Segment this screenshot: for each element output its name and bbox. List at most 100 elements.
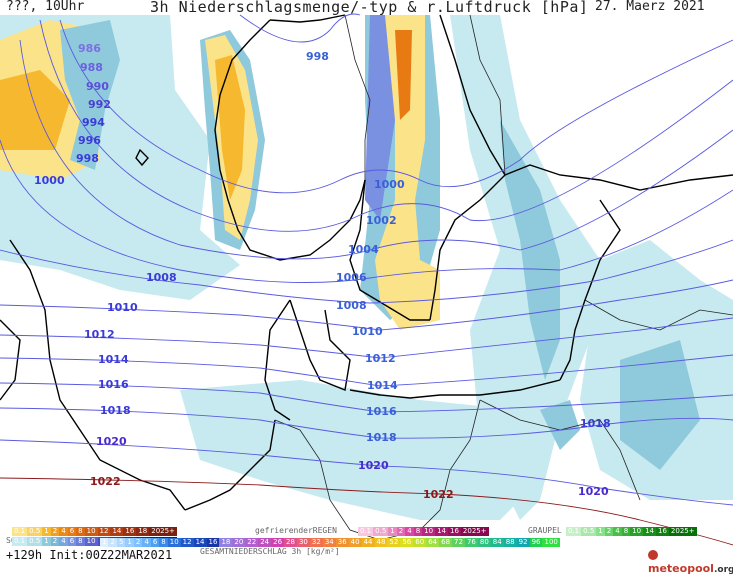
isobar-label: 1004	[348, 243, 379, 256]
legend-swatch: 4	[613, 527, 622, 536]
legend-swatch: 84	[490, 538, 504, 547]
legend-swatch: 92	[516, 538, 530, 547]
isobar-label: 1018	[580, 417, 611, 430]
legend-swatch: 76	[464, 538, 478, 547]
legend-swatch: 52	[387, 538, 401, 547]
legend-swatch: 16	[123, 527, 137, 536]
isobar-label: 994	[82, 116, 105, 129]
isobar-label: 998	[306, 50, 329, 63]
isobar-line-1018	[0, 407, 733, 439]
coastline-finland	[504, 164, 733, 191]
logo-suffix: .org	[713, 565, 733, 575]
header-run-time: ???, 10Uhr	[6, 0, 85, 14]
meteopool-logo: meteopool.org	[648, 549, 733, 575]
coastline-netherlands	[264, 299, 291, 421]
legend-swatch: 1	[388, 527, 397, 536]
coastline-denmark	[289, 299, 351, 391]
isobar-label: 1014	[367, 379, 398, 392]
border-baltic	[584, 299, 733, 331]
legend-swatch: 2	[604, 527, 614, 536]
legend-swatch: 2025+	[460, 527, 489, 536]
coastline-poland-germany	[349, 379, 561, 399]
legend-swatch: 1	[125, 538, 134, 547]
legend-swatch: 60	[413, 538, 427, 547]
legend-swatch: 0.1	[358, 527, 374, 536]
legend-swatch: 40	[348, 538, 362, 547]
legend-swatch: 4	[142, 538, 151, 547]
legend-swatch: 88	[503, 538, 517, 547]
legend-swatch: 8	[413, 527, 423, 536]
legend-swatch: 5	[116, 538, 126, 547]
legend-swatch: 10	[422, 527, 436, 536]
legend-swatch: 0.5	[581, 527, 597, 536]
legend-swatch: 2	[50, 527, 60, 536]
legend-swatch: 14	[643, 527, 656, 536]
legend-swatch: 4	[59, 527, 68, 536]
legend-swatch: 0.1	[12, 527, 28, 536]
legend-swatch: 100	[542, 538, 560, 547]
legend-swatch: 14	[110, 527, 124, 536]
legend-swatch: 10	[630, 527, 644, 536]
legend-swatch: 6	[150, 538, 160, 547]
isobar-label: 1008	[146, 271, 177, 284]
legend-swatch: 22	[245, 538, 259, 547]
legend-swatch: 0.1	[566, 527, 582, 536]
isobar-label: 1010	[107, 301, 138, 314]
legend-swatch: 10	[84, 527, 98, 536]
isobar-line-1016	[0, 382, 733, 413]
isobar-label: 996	[78, 134, 101, 147]
legend-swatch: 10	[167, 538, 181, 547]
legend-swatch: 6	[67, 527, 77, 536]
legend-swatch: 8	[159, 538, 168, 547]
isobar-label: 1016	[98, 378, 129, 391]
legend-graupel-label: GRAUPEL	[528, 526, 562, 535]
coastline-uk-west	[0, 319, 21, 401]
legend-swatch: 18	[219, 538, 233, 547]
isobar-line-1008	[0, 239, 733, 304]
legend-swatch: 10	[84, 537, 98, 546]
legend-swatch: 48	[374, 538, 388, 547]
isobar-line-1010	[0, 279, 733, 331]
isobar-label: 1022	[423, 488, 454, 501]
isobar-label: 1016	[366, 405, 397, 418]
isobar-label: 1022	[90, 475, 121, 488]
legend-swatch: 18	[136, 527, 150, 536]
border-finland	[469, 14, 506, 176]
forecast-init-label: +129h Init:00Z22MAR2021	[6, 548, 173, 562]
legend-swatch: 32	[309, 538, 323, 547]
legend-swatch: 16	[206, 538, 220, 547]
legend-swatch: 4	[59, 537, 68, 546]
isobar-line-1012	[0, 317, 733, 359]
snow-area-central-europe	[180, 380, 540, 520]
isobar-label: 1014	[98, 353, 129, 366]
coastline-france-north	[184, 419, 276, 511]
header-date: 27. Maerz 2021	[595, 0, 705, 14]
legend-swatch: 28	[284, 538, 297, 547]
snow-area-baltic-mid	[500, 120, 560, 380]
legend-swatch: 16	[656, 527, 669, 536]
legend-swatch: 1	[42, 527, 51, 536]
legend-swatch: 8	[76, 537, 85, 546]
legend-swatch: 36	[335, 538, 349, 547]
isobar-line-998	[239, 13, 361, 43]
snow-area-sweden-dark	[365, 15, 395, 220]
legend-swatch: 2	[133, 538, 143, 547]
legend-swatch: 12	[97, 527, 111, 536]
isobar-lines	[0, 13, 733, 506]
isobar-label: 998	[76, 152, 99, 165]
rain-area-sweden-core	[395, 30, 412, 120]
legend-swatch: 0.5	[27, 537, 43, 546]
legend-total-label: GESAMTNIEDERSCHLAG 3h [kg/m²]	[200, 547, 340, 556]
isobar-label: 1020	[358, 459, 389, 472]
legend-swatch: 56	[400, 538, 414, 547]
coastline-uk-east	[9, 239, 186, 511]
legend-swatch: 0.5	[373, 527, 389, 536]
isobar-label: 1008	[336, 299, 367, 312]
legend-swatch: 30	[296, 538, 310, 547]
isobar-line-1014	[0, 354, 733, 387]
isobar-label: 1000	[374, 178, 405, 191]
rain-area-norway-core	[215, 55, 245, 200]
isobar-label: 988	[80, 61, 103, 74]
legend-swatch: 26	[271, 538, 285, 547]
legend-swatch: 2025+	[668, 527, 697, 536]
